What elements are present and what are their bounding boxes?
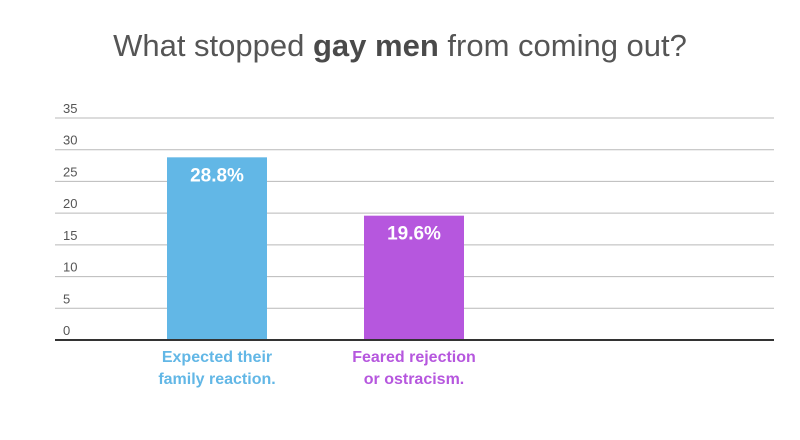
category-label-line: or ostracism. xyxy=(363,371,465,388)
bar-value-label: 19.6% xyxy=(387,224,441,245)
title-part-after: from coming out? xyxy=(438,28,687,63)
y-tick-label: 35 xyxy=(63,101,77,116)
title-part-before: What stopped xyxy=(113,28,313,63)
y-tick-label: 10 xyxy=(63,260,77,275)
bars xyxy=(167,157,464,340)
title-part-emphasis: gay men xyxy=(313,28,439,63)
category-label-line: family reaction. xyxy=(158,371,276,388)
category-label: Feared rejection or ostracism. xyxy=(324,347,504,391)
y-tick-label: 30 xyxy=(63,133,77,148)
category-label: Expected their family reaction. xyxy=(127,347,307,391)
bar-value-label: 28.8% xyxy=(190,165,244,186)
category-label-line: Expected their xyxy=(161,349,273,366)
bar xyxy=(364,215,464,340)
y-tick-label: 0 xyxy=(63,323,70,338)
y-tick-label: 25 xyxy=(63,164,77,179)
category-label-line: Feared rejection xyxy=(352,349,476,366)
chart-title: What stopped gay men from coming out? xyxy=(0,28,800,64)
bar xyxy=(167,157,267,340)
y-tick-label: 5 xyxy=(63,291,70,306)
bar-value-labels: 28.8% 19.6% xyxy=(190,165,441,244)
y-tick-label: 15 xyxy=(63,228,77,243)
y-axis-ticks: 0 5 10 15 20 25 30 35 xyxy=(63,101,77,338)
y-tick-label: 20 xyxy=(63,196,77,211)
